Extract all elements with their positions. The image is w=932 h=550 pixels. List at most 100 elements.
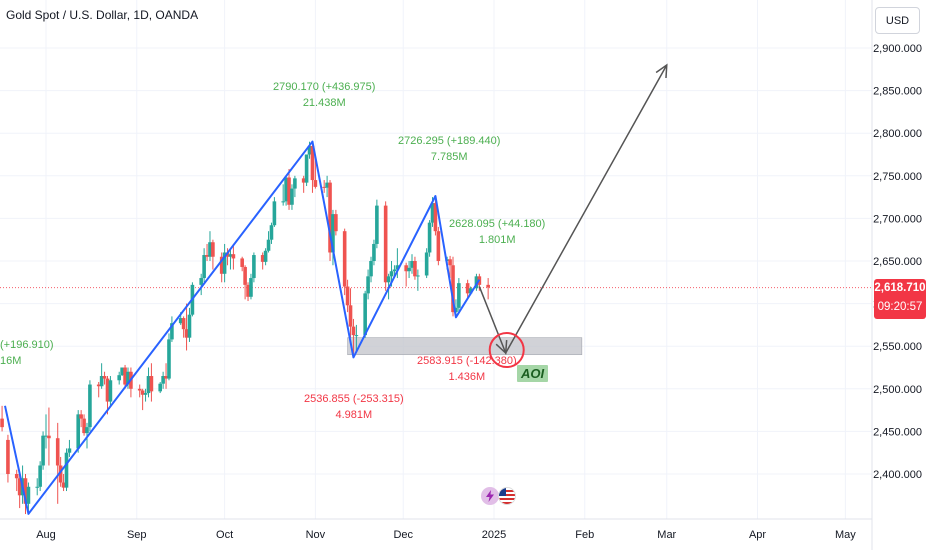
- us-flag-icon[interactable]: [498, 487, 516, 505]
- candle-body: [448, 259, 452, 266]
- candle: [225, 248, 230, 266]
- candle-body: [249, 278, 253, 297]
- candle: [146, 367, 151, 398]
- candle: [79, 410, 83, 428]
- candle-body: [199, 278, 203, 285]
- candle: [351, 318, 356, 358]
- candle-body: [436, 231, 441, 261]
- candle-body: [354, 335, 359, 337]
- candle-body: [167, 339, 171, 379]
- x-tick-label: Nov: [306, 529, 326, 541]
- candle: [281, 184, 285, 206]
- candle: [354, 324, 359, 351]
- candle-body: [246, 284, 250, 297]
- candle-body: [392, 269, 397, 272]
- candle-body: [433, 203, 438, 232]
- candle-body: [205, 255, 209, 257]
- projection-layer: [478, 63, 668, 369]
- candle-body: [96, 384, 101, 387]
- candle-body: [58, 465, 63, 483]
- candle: [228, 248, 233, 270]
- x-tick-label: May: [835, 529, 856, 541]
- candle: [55, 422, 60, 504]
- candle: [208, 231, 212, 261]
- candle: [117, 371, 122, 385]
- candle-body: [427, 222, 432, 253]
- candle-body: [88, 384, 92, 428]
- flash-icon[interactable]: [481, 487, 499, 505]
- candle-body: [416, 275, 420, 277]
- candle-body: [430, 203, 435, 223]
- candle-body: [126, 371, 130, 385]
- candle-body: [64, 452, 69, 488]
- candle: [272, 197, 277, 227]
- candle: [184, 303, 189, 351]
- candle: [38, 461, 42, 492]
- candle-body: [243, 266, 247, 285]
- bar-countdown-label: 09:20:57: [877, 301, 923, 313]
- candle-body: [457, 283, 461, 308]
- candle-body: [99, 376, 104, 387]
- candle: [474, 273, 479, 291]
- aoi-zone-label: AOI: [517, 365, 549, 382]
- candle-body: [410, 261, 414, 268]
- candle: [243, 265, 247, 300]
- candle-body: [331, 214, 335, 253]
- candle-body: [465, 283, 470, 294]
- candle: [67, 439, 72, 457]
- candle: [88, 380, 92, 432]
- candle: [287, 168, 291, 210]
- candle: [61, 474, 66, 492]
- annotation-trough-2: 2583.915 (-142.380) 1.436M: [417, 353, 517, 385]
- current-price-tag: 2,618.710 09:20:57: [874, 279, 926, 319]
- candle: [328, 180, 332, 261]
- candle-body: [281, 201, 285, 203]
- candle-body: [322, 186, 326, 188]
- candle: [293, 175, 297, 198]
- candle-body: [301, 178, 306, 183]
- chart-title: Gold Spot / U.S. Dollar, 1D, OANDA: [6, 8, 199, 22]
- currency-selector-button[interactable]: USD: [875, 7, 920, 34]
- candle: [334, 209, 338, 236]
- candle-body: [366, 276, 370, 294]
- annotation-peak-2: 2726.295 (+189.440) 7.785M: [398, 133, 500, 165]
- candle-body: [454, 307, 458, 313]
- candle-body: [181, 318, 186, 330]
- candle: [64, 448, 69, 492]
- candle-body: [474, 276, 479, 289]
- candle: [260, 252, 265, 270]
- candle-body: [44, 435, 48, 437]
- x-tick-label: Feb: [575, 529, 594, 541]
- candle: [170, 316, 174, 342]
- candle-body: [386, 276, 391, 283]
- candle-body: [342, 231, 347, 287]
- candle-body: [260, 255, 265, 262]
- current-price-label: 2,618.710: [874, 282, 926, 294]
- zigzag-layer: [4, 140, 481, 515]
- candle-body: [222, 252, 227, 274]
- candle-body: [146, 376, 151, 394]
- candle: [448, 255, 452, 279]
- candle-body: [140, 390, 145, 395]
- x-tick-label: 2025: [482, 529, 506, 541]
- y-tick-label: 2,850.000: [873, 86, 922, 98]
- annotation-left-price: (+196.910): [0, 339, 54, 351]
- candle: [369, 256, 373, 283]
- x-tick-label: Oct: [216, 529, 233, 541]
- candle-body: [6, 439, 10, 474]
- candle: [413, 256, 417, 280]
- y-tick-label: 2,700.000: [873, 213, 922, 225]
- candle-body: [269, 225, 274, 240]
- candles-layer: [0, 141, 490, 515]
- candle-body: [79, 414, 83, 419]
- candle: [102, 371, 107, 385]
- candle-body: [263, 250, 268, 262]
- candle-body: [395, 265, 400, 270]
- candle-body: [208, 242, 212, 257]
- candle: [149, 363, 154, 402]
- candle-body: [228, 254, 233, 257]
- y-tick-label: 2,650.000: [873, 256, 922, 268]
- annotation-peak-3-price: 2628.095 (+44.180): [449, 218, 546, 230]
